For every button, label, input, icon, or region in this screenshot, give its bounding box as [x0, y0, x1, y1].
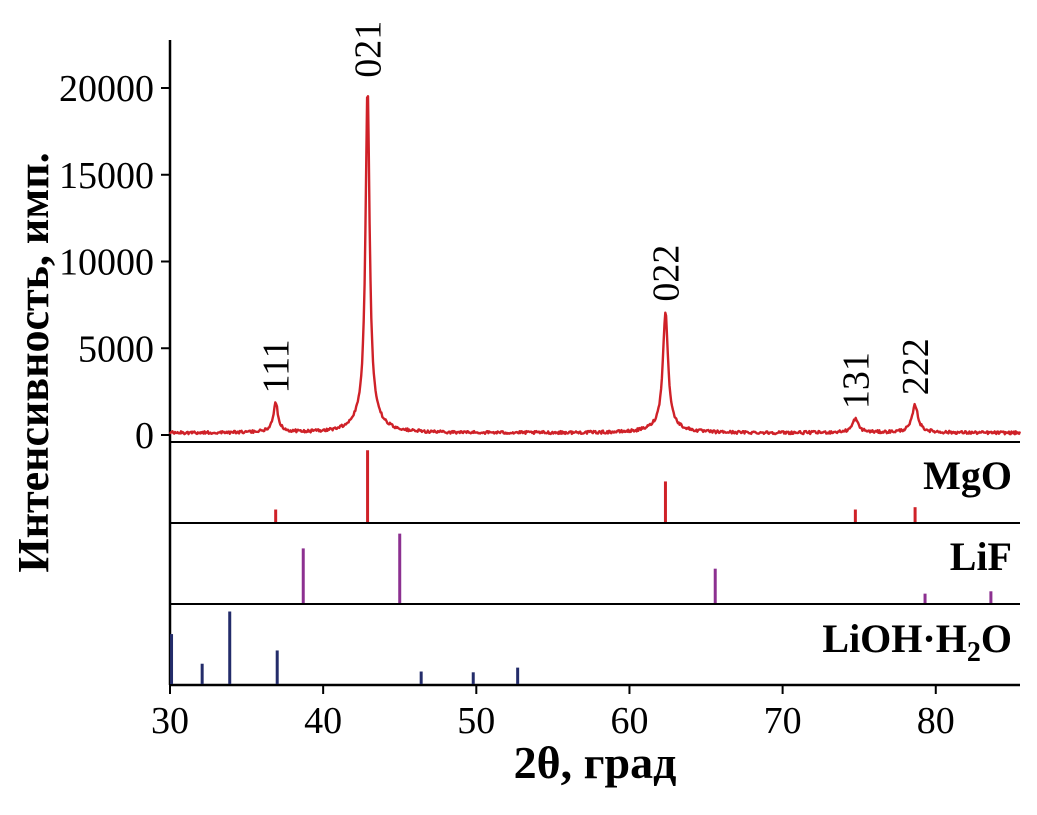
peak-label-022: 022 — [645, 245, 687, 302]
xrd-curve — [168, 95, 1022, 436]
y-tick-label: 0 — [135, 415, 154, 457]
x-tick-label: 30 — [151, 700, 189, 742]
y-tick-label: 20000 — [59, 68, 154, 110]
x-tick-label: 70 — [764, 700, 802, 742]
x-tick-label: 50 — [457, 700, 495, 742]
peak-label-111: 111 — [256, 339, 298, 393]
phase-label-liohh2o: LiOH·H2O — [822, 616, 1012, 668]
phase-label-lif: LiF — [950, 534, 1012, 579]
peak-label-222: 222 — [895, 338, 937, 395]
y-tick-label: 10000 — [59, 242, 154, 284]
x-tick-label: 80 — [917, 700, 955, 742]
y-tick-label: 5000 — [78, 328, 154, 370]
peak-label-131: 131 — [835, 352, 877, 409]
y-tick-label: 15000 — [59, 155, 154, 197]
x-axis-title: 2θ, град — [514, 737, 677, 788]
x-tick-label: 40 — [304, 700, 342, 742]
phase-label-mgo: MgO — [923, 453, 1012, 498]
x-tick-label: 60 — [610, 700, 648, 742]
peak-label-021: 021 — [348, 21, 390, 78]
y-axis-title: Интенсивность, имп. — [9, 152, 58, 572]
